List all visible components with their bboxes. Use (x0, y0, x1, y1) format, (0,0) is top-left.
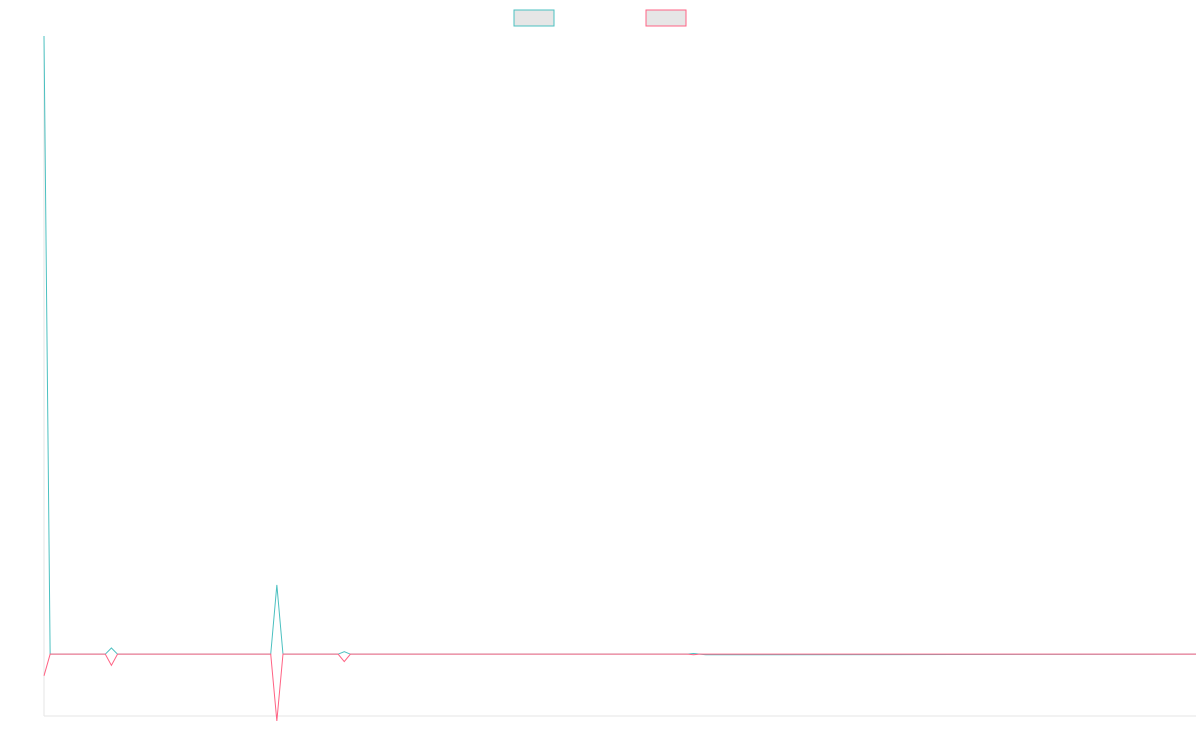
data-point[interactable] (274, 718, 280, 724)
data-point[interactable] (108, 662, 114, 668)
data-point[interactable] (108, 645, 114, 651)
data-point[interactable] (703, 651, 709, 657)
series-line-1 (43, 35, 1197, 656)
data-point[interactable] (102, 651, 108, 657)
data-point[interactable] (274, 582, 280, 588)
data-point[interactable] (691, 652, 697, 658)
data-point[interactable] (115, 651, 121, 657)
legend-item-1[interactable] (513, 9, 555, 27)
data-point[interactable] (697, 651, 703, 657)
data-point[interactable] (268, 651, 274, 657)
data-point[interactable] (1193, 651, 1199, 657)
data-point[interactable] (341, 659, 347, 665)
data-point[interactable] (47, 651, 53, 657)
legend-swatch-2[interactable] (645, 9, 687, 27)
legend-item-2[interactable] (645, 9, 687, 27)
series-line-2 (43, 653, 1196, 721)
series-lines (41, 33, 1199, 724)
series-2 (41, 651, 1199, 724)
series-1 (41, 33, 1197, 656)
data-point[interactable] (280, 651, 286, 657)
data-point[interactable] (684, 651, 690, 657)
data-point[interactable] (347, 651, 353, 657)
axes (43, 36, 1196, 717)
data-point[interactable] (341, 649, 347, 655)
legend (513, 9, 687, 27)
legend-swatch-1[interactable] (513, 9, 555, 27)
data-point[interactable] (41, 673, 47, 679)
data-point[interactable] (41, 33, 47, 39)
data-point[interactable] (335, 651, 341, 657)
data-point[interactable] (53, 651, 59, 657)
